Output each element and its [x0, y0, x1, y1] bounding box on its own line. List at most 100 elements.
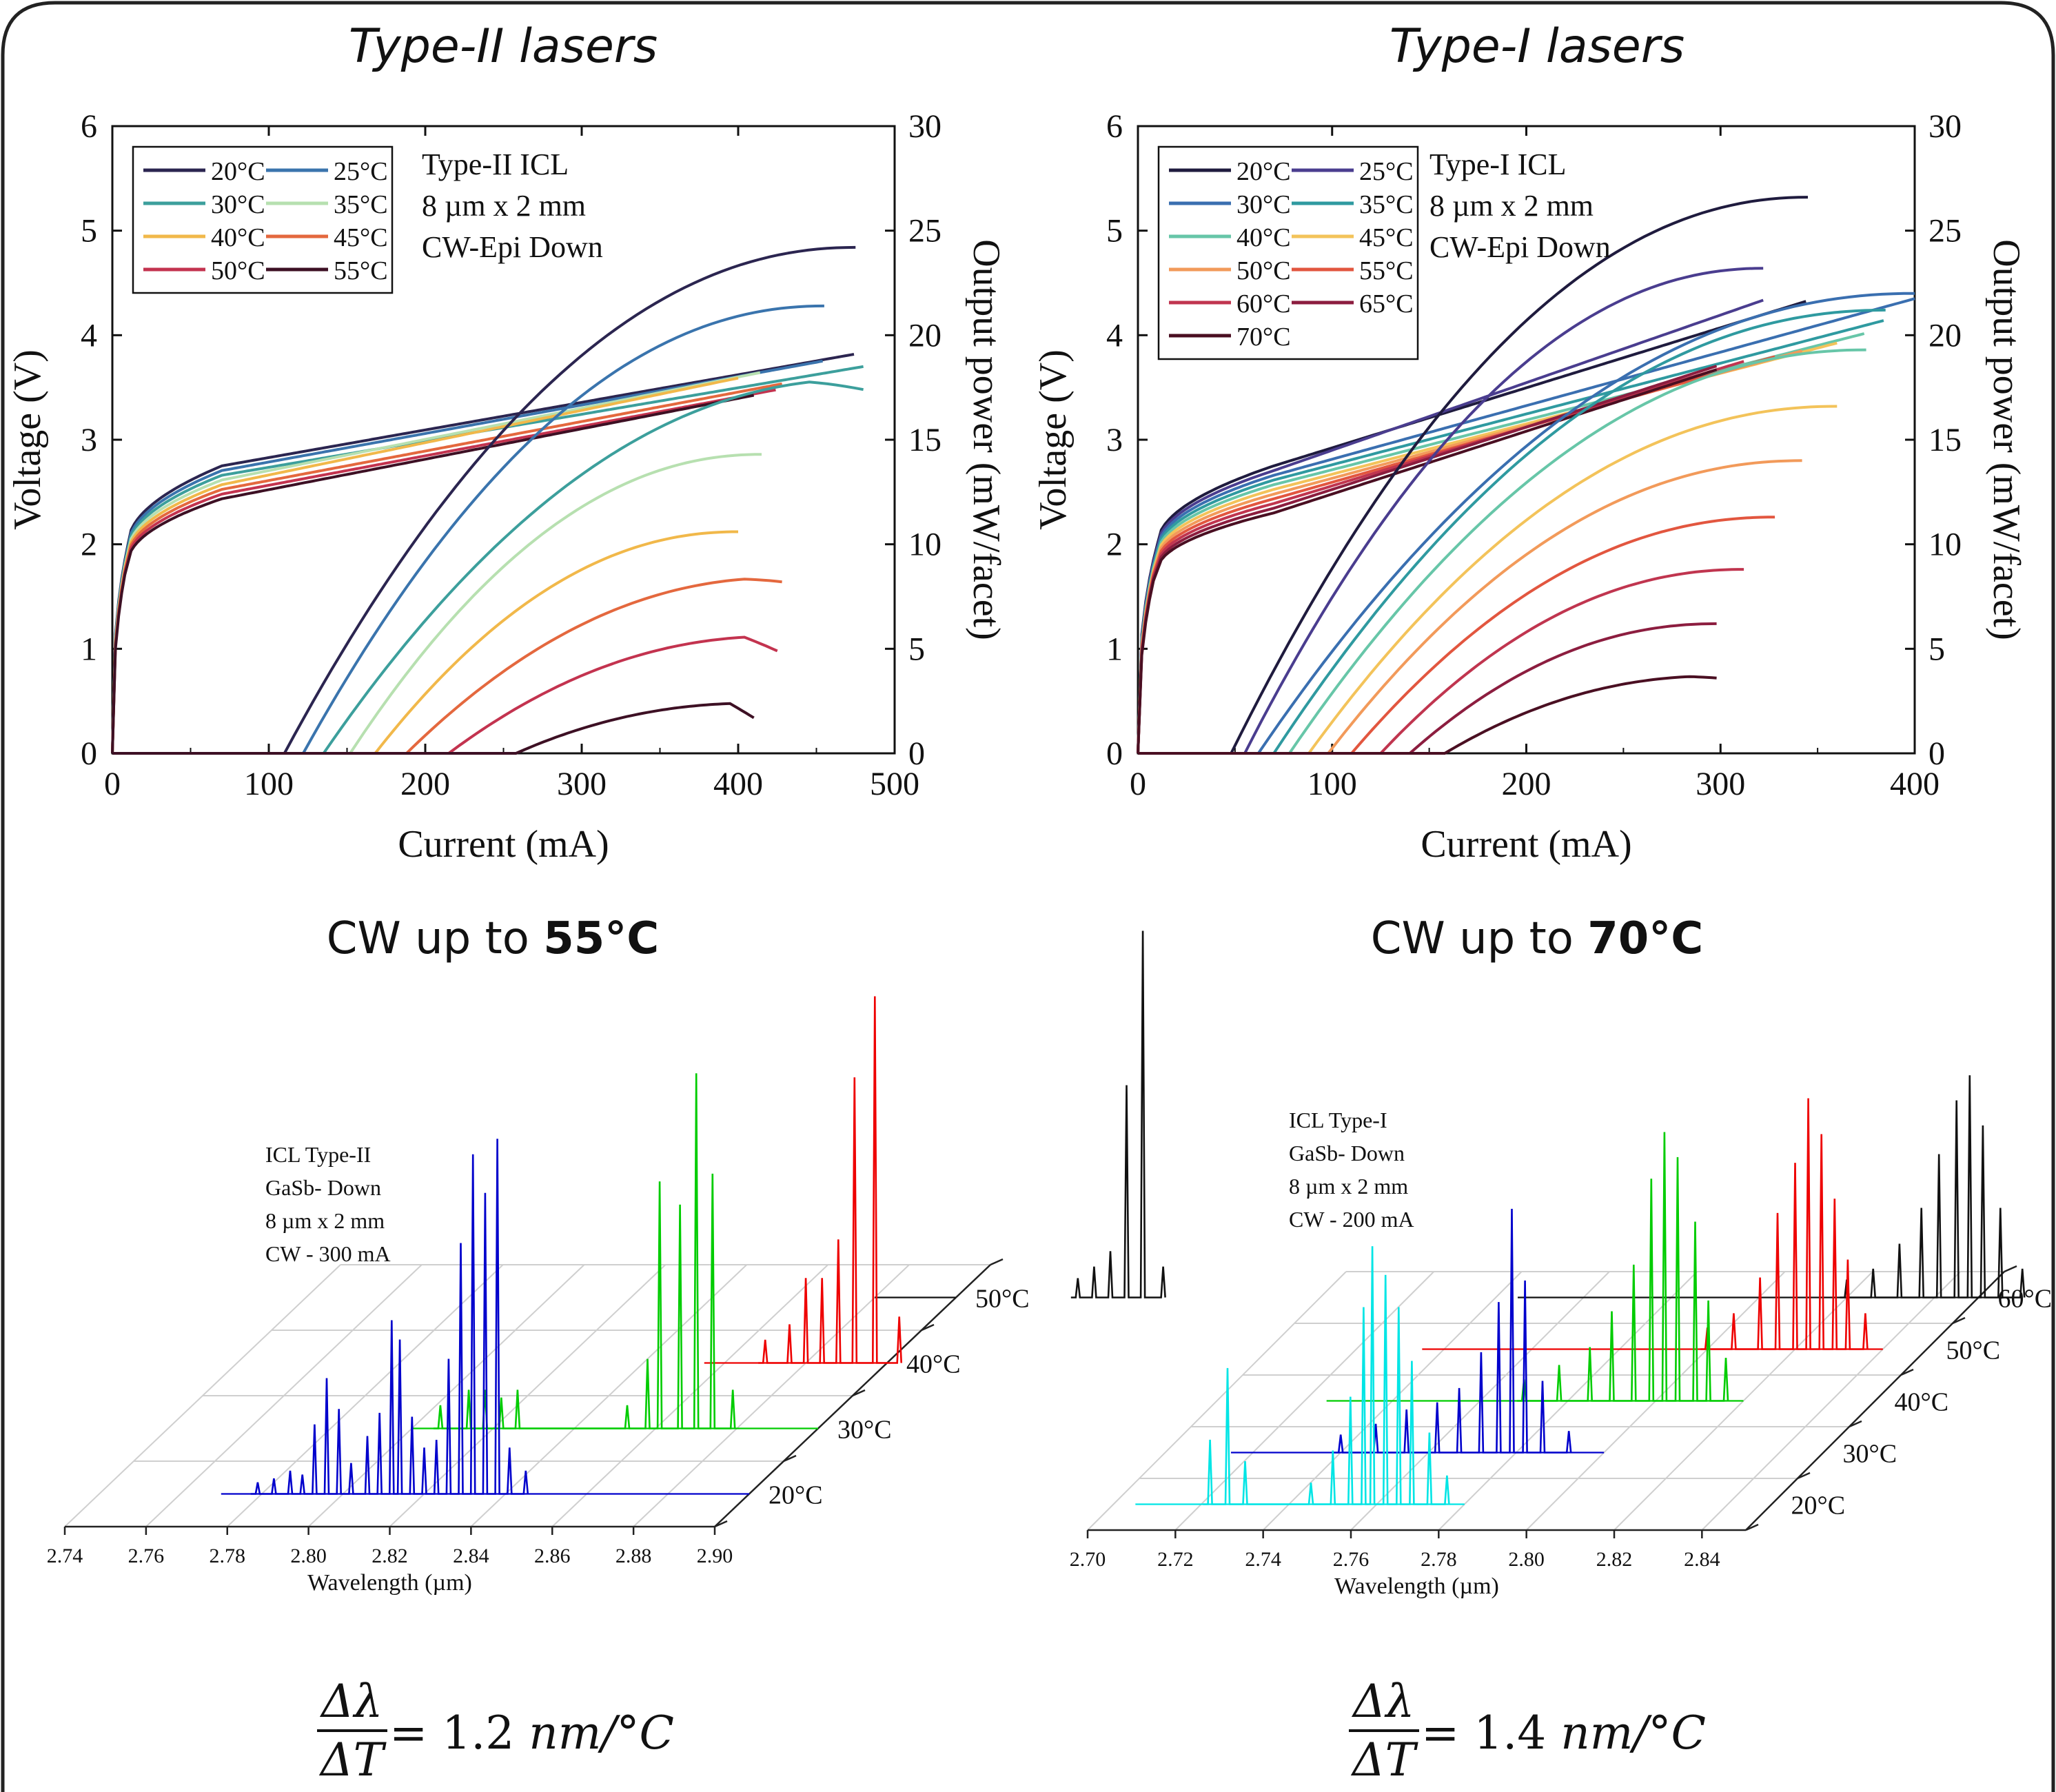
spectrum-peaks-20c	[1203, 1246, 1450, 1505]
y-right-tick-label: 15	[1928, 422, 1962, 458]
annotation-line: GaSb- Down	[265, 1175, 381, 1200]
annotation-line: CW - 200 mA	[1289, 1207, 1414, 1232]
y-right-tick-label: 25	[908, 213, 942, 250]
formula-value-type1: = 1.4	[1421, 1707, 1561, 1760]
spectrum-peaks-30c	[433, 1073, 736, 1429]
power-curve-65c	[1138, 622, 1717, 755]
voltage-curve-60c	[1137, 360, 1744, 754]
spectrum-peaks-40c	[758, 996, 902, 1364]
voltage-curve-25c	[111, 359, 823, 754]
x-tick-label: 2.78	[1421, 1548, 1457, 1571]
cw-prefix-type1: CW up to	[1370, 913, 1588, 964]
x-tick-label: 2.70	[1070, 1548, 1106, 1571]
y-right-tick-label: 10	[1928, 527, 1962, 563]
legend-label: 55°C	[334, 256, 388, 285]
power-curve-25c	[112, 304, 824, 755]
x-tick-label: 2.74	[1245, 1548, 1281, 1571]
power-curve-30c	[112, 380, 864, 755]
depth-tick	[990, 1258, 1004, 1266]
formula-unit-type1: nm/°C	[1560, 1707, 1707, 1760]
y-left-tick-label: 3	[81, 422, 97, 458]
x-tick-label: 200	[400, 766, 450, 802]
x-tick-label: 2.82	[371, 1545, 408, 1567]
voltage-curve-45c	[111, 382, 782, 754]
floor-grid-line	[1174, 1271, 1435, 1531]
cw-temp-type1: 70°C	[1587, 913, 1704, 964]
annotation-line: CW-Epi Down	[1429, 230, 1611, 264]
y-left-tick-label: 1	[81, 631, 97, 667]
power-curve-55c	[112, 702, 755, 755]
legend-label: 70°C	[1236, 323, 1291, 352]
floor-grid-line	[1087, 1271, 1347, 1531]
x-tick-label: 100	[1307, 766, 1357, 802]
depth-label: 60°C	[1998, 1285, 2053, 1314]
x-tick-label: 2.88	[615, 1545, 652, 1567]
power-curve-70c	[1138, 675, 1717, 755]
annotation-line: GaSb- Down	[1289, 1141, 1405, 1165]
voltage-curve-30c	[1137, 297, 1915, 754]
y-left-tick-label: 4	[1106, 317, 1123, 354]
spectrum-peaks-60c	[1840, 1075, 2026, 1299]
y-left-tick-label: 1	[1106, 631, 1123, 667]
y-left-tick-label: 0	[1106, 735, 1123, 772]
y-left-tick-label: 2	[1106, 527, 1123, 563]
depth-label: 40°C	[1895, 1388, 1949, 1417]
x-tick-label: 2.90	[697, 1545, 733, 1567]
x-tick-label: 2.84	[1684, 1548, 1720, 1571]
x-tick-label: 2.80	[290, 1545, 327, 1567]
voltage-curve-30c	[111, 365, 864, 754]
x-tick-label: 300	[557, 766, 607, 802]
y-left-tick-label: 6	[1106, 108, 1123, 145]
x-tick-label: 2.82	[1596, 1548, 1633, 1571]
y-right-tick-label: 15	[908, 422, 942, 458]
panel-title-type2: Type-II lasers	[348, 19, 658, 74]
spectrum-peaks-40c	[1517, 1132, 1729, 1402]
panel-title-type1: Type-I lasers	[1389, 19, 1685, 74]
spectrum-peaks-50c	[1070, 930, 1166, 1299]
x-tick-label: 2.76	[1333, 1548, 1370, 1571]
y-left-tick-label: 5	[81, 213, 97, 250]
x-tick-label: 0	[104, 766, 121, 802]
x-axis-label: Wavelength (µm)	[1334, 1574, 1499, 1599]
y-right-tick-label: 0	[1928, 735, 1945, 772]
annotation-line: 8 µm x 2 mm	[265, 1208, 385, 1233]
voltage-curve-50c	[1137, 349, 1803, 754]
x-tick-label: 2.80	[1508, 1548, 1545, 1571]
y-left-tick-label: 6	[81, 108, 97, 145]
y-right-tick-label: 25	[1928, 213, 1962, 250]
legend-label: 25°C	[1359, 157, 1414, 186]
formula-fraction-type1: Δλ ΔT	[1349, 1675, 1419, 1786]
voltage-curve-20c	[1137, 300, 1806, 754]
depth-label: 20°C	[769, 1481, 823, 1510]
legend-label: 45°C	[1359, 223, 1414, 252]
y-right-tick-label: 20	[908, 317, 942, 354]
y-left-tick-label: 0	[81, 735, 97, 772]
power-curve-35c	[1138, 308, 1886, 755]
voltage-curve-35c	[111, 371, 761, 754]
power-curve-50c	[1138, 459, 1802, 755]
legend-label: 30°C	[211, 190, 265, 219]
formula-denominator-type1: ΔT	[1352, 1733, 1416, 1786]
cw-prefix-type2: CW up to	[326, 913, 544, 964]
depth-label: 50°C	[975, 1285, 1030, 1314]
legend-label: 35°C	[334, 190, 388, 219]
formula-rhs-type1: = 1.4 nm/°C	[1421, 1707, 1706, 1760]
formula-numerator-type2: Δλ	[317, 1675, 387, 1732]
annotation-line: ICL Type-II	[265, 1142, 371, 1167]
y-right-tick-label: 5	[1928, 631, 1945, 667]
cw-caption-type1: CW up to 70°C	[1227, 913, 1847, 964]
x-axis-label: Wavelength (µm)	[307, 1570, 472, 1596]
x-tick-label: 100	[244, 766, 294, 802]
liv-chart-type2: 0 100 200 300 400 5000123456051015202530Curre…	[6, 108, 1008, 866]
depth-tick	[2004, 1265, 2017, 1273]
y-right-tick-label: 10	[908, 527, 942, 563]
annotation-line: CW - 300 mA	[265, 1241, 391, 1266]
depth-axis	[714, 1264, 991, 1527]
power-curve-20c	[1138, 196, 1809, 755]
x-tick-label: 400	[1890, 766, 1940, 802]
power-curve-50c	[112, 635, 778, 755]
x-axis-label: Current (mA)	[398, 823, 609, 866]
annotation-line: Type-I ICL	[1429, 147, 1567, 181]
spectrum-peaks-20c	[250, 1139, 529, 1495]
